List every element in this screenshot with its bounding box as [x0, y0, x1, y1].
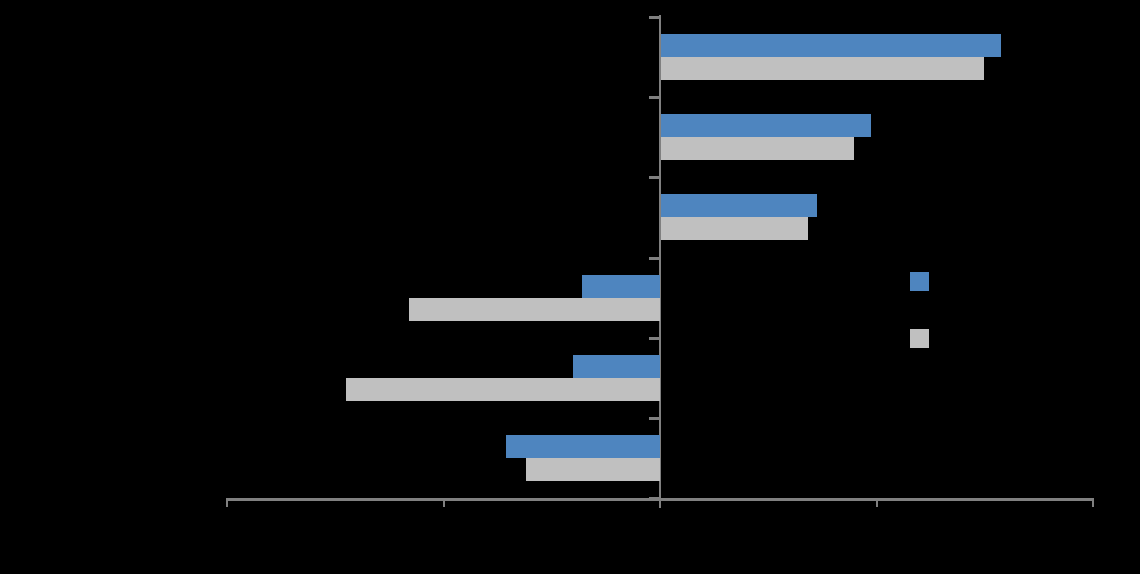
x-axis-tick: [226, 498, 228, 507]
y-axis-tick: [649, 337, 659, 340]
y-axis-tick: [649, 417, 659, 420]
x-axis-tick: [876, 498, 878, 507]
bar-blue-1: [661, 114, 871, 137]
bar-gray-2: [661, 217, 808, 240]
legend-swatch-gray: [910, 329, 929, 348]
y-axis-tick: [649, 176, 659, 179]
bar-blue-0: [661, 34, 1001, 57]
y-axis-line: [659, 15, 661, 508]
bar-blue-5: [506, 435, 660, 458]
bar-blue-3: [582, 275, 660, 298]
x-axis-tick: [443, 498, 445, 507]
y-axis-tick: [649, 497, 659, 500]
y-axis-tick: [649, 257, 659, 260]
bar-gray-1: [661, 137, 854, 160]
bar-blue-4: [573, 355, 660, 378]
y-axis-tick: [649, 16, 659, 19]
x-axis-line: [228, 498, 1094, 501]
y-axis-tick: [649, 96, 659, 99]
bar-gray-0: [661, 57, 984, 80]
bar-gray-4: [346, 378, 660, 401]
bar-gray-5: [526, 458, 660, 481]
x-axis-tick: [1092, 498, 1094, 507]
x-axis-tick: [659, 498, 661, 507]
bar-gray-3: [409, 298, 660, 321]
legend-swatch-blue: [910, 272, 929, 291]
bar-blue-2: [661, 194, 817, 217]
